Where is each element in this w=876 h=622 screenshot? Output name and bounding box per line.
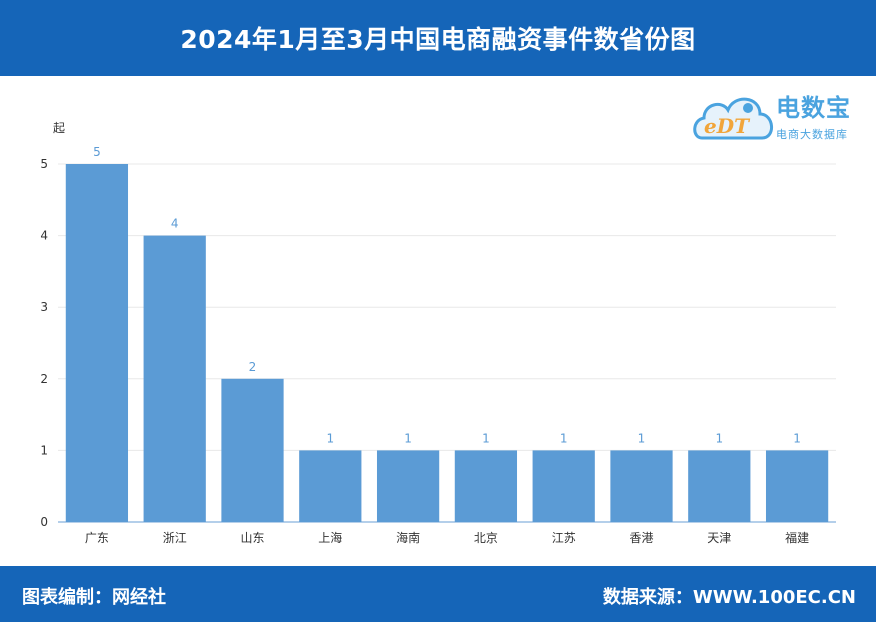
- bar: [454, 450, 518, 522]
- bars: [65, 164, 829, 522]
- data-source: 数据来源：WWW.100EC.CN: [602, 587, 856, 608]
- y-tick-label: 2: [40, 372, 48, 386]
- y-axis-unit: 起: [53, 121, 65, 135]
- bar-value-label: 1: [482, 431, 490, 445]
- logo-subtitle: 电商大数据库: [776, 128, 848, 141]
- bar: [688, 450, 751, 522]
- labels: 0 1 2 3 4 5 起 5 广东 4 浙江 2 山东 1 上海 1 海南 1 北京 1 江苏 1 香港 1 天津 1 福建: [40, 121, 809, 545]
- bar-value-label: 2: [249, 360, 257, 374]
- x-category-label: 山东: [240, 531, 264, 545]
- logo-mark: eDT: [704, 114, 749, 138]
- bar: [299, 450, 362, 522]
- x-category-label: 广东: [85, 531, 109, 545]
- x-category-label: 天津: [707, 531, 731, 545]
- x-category-label: 江苏: [552, 531, 576, 545]
- watermark-logo: eDT 电数宝 电商大数据库: [690, 82, 870, 152]
- bar-value-label: 1: [404, 431, 412, 445]
- y-tick-label: 5: [40, 157, 48, 171]
- x-category-label: 上海: [318, 530, 342, 545]
- x-category-label: 福建: [785, 530, 809, 545]
- bar: [221, 378, 284, 522]
- chart-footer: 图表编制：网经社 数据来源：WWW.100EC.CN: [0, 566, 876, 622]
- compiler-credit: 图表编制：网经社: [22, 587, 166, 608]
- chart-title: 2024年1月至3月中国电商融资事件数省份图: [180, 25, 696, 54]
- bar-value-label: 1: [326, 431, 334, 445]
- bar-value-label: 4: [171, 217, 179, 231]
- x-category-label: 浙江: [163, 531, 187, 545]
- bar-value-label: 1: [793, 431, 801, 445]
- bar-value-label: 5: [93, 145, 101, 159]
- bar: [65, 164, 129, 522]
- bar: [610, 450, 673, 522]
- bar-value-label: 1: [560, 431, 568, 445]
- bar-value-label: 1: [715, 431, 723, 445]
- y-tick-label: 0: [40, 515, 48, 529]
- bar-value-label: 1: [638, 431, 646, 445]
- y-tick-label: 3: [40, 300, 48, 314]
- chart-header: 2024年1月至3月中国电商融资事件数省份图: [0, 0, 876, 76]
- logo-brand: 电数宝: [776, 94, 851, 122]
- cloud-icon: [693, 97, 773, 140]
- bar: [532, 450, 595, 522]
- x-category-label: 海南: [396, 530, 420, 545]
- bar-chart: 0 1 2 3 4 5 起 5 广东 4 浙江 2 山东 1 上海 1 海南 1 北京 1 江苏 1 香港 1 天津 1 福建: [40, 121, 836, 545]
- x-category-label: 北京: [474, 531, 498, 545]
- y-tick-label: 4: [40, 229, 48, 243]
- x-category-label: 香港: [629, 531, 653, 545]
- bar: [765, 450, 829, 522]
- y-tick-label: 1: [40, 443, 48, 457]
- bar: [143, 235, 206, 522]
- bar: [376, 450, 440, 522]
